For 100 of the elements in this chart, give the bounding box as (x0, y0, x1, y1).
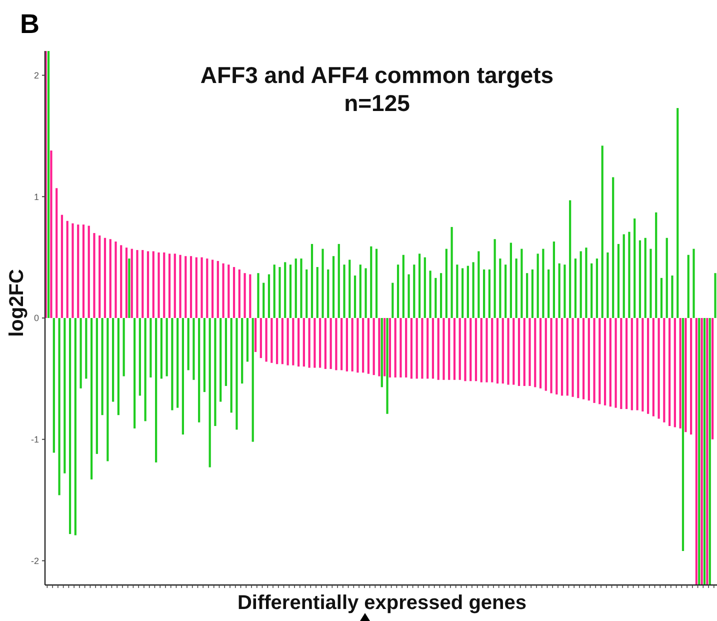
bar (155, 318, 158, 462)
bar (588, 318, 590, 401)
bar (676, 108, 679, 318)
bar (142, 250, 144, 318)
bar (566, 318, 568, 396)
bar (472, 262, 474, 318)
bar (700, 318, 703, 585)
bar (692, 248, 695, 318)
bar (556, 318, 558, 394)
bar (622, 234, 625, 318)
bar (504, 264, 507, 318)
bar (384, 318, 386, 376)
bar (470, 318, 472, 382)
bar (660, 278, 663, 318)
bar (152, 251, 154, 318)
y-tick-label: -1 (30, 434, 39, 445)
bar (109, 239, 112, 318)
bar (536, 254, 539, 318)
bar (550, 318, 552, 394)
bar (190, 256, 192, 318)
bar (437, 318, 440, 380)
bar (480, 318, 482, 382)
bar (310, 244, 314, 318)
bar (646, 318, 650, 414)
text: B (20, 9, 40, 39)
bar (195, 257, 198, 318)
bar (254, 318, 257, 352)
bar (674, 318, 676, 428)
bar (80, 318, 82, 388)
bar (340, 318, 343, 370)
bar (354, 276, 356, 318)
bar (531, 269, 534, 318)
bar (220, 318, 222, 402)
bar (582, 318, 585, 400)
bar (494, 239, 496, 318)
bar (424, 257, 426, 318)
bar (512, 318, 515, 385)
bar (638, 240, 642, 318)
bar (655, 212, 658, 318)
bar (284, 262, 286, 318)
bar (232, 267, 236, 318)
bar (112, 318, 114, 402)
bar (370, 246, 372, 318)
bar (416, 318, 418, 379)
bar (96, 318, 98, 454)
bar (187, 318, 190, 370)
text: AFF3 and AFF4 common targets (200, 62, 554, 88)
bar (106, 318, 109, 462)
bar (542, 248, 544, 318)
bar (335, 318, 338, 370)
bar (456, 264, 458, 318)
bar (356, 318, 359, 373)
bar (238, 269, 240, 318)
bar (144, 318, 146, 422)
bar (292, 318, 294, 366)
bar (228, 264, 230, 318)
y-tick-label: 1 (34, 192, 39, 202)
bar (268, 274, 270, 318)
bar (60, 214, 64, 318)
y-axis-title: log2FC (6, 269, 28, 337)
bar (668, 318, 671, 426)
bar (330, 318, 332, 369)
bar (262, 282, 265, 318)
bar (117, 318, 120, 416)
bar (510, 242, 512, 318)
bar (466, 266, 469, 318)
bar (410, 318, 413, 379)
bar (534, 318, 536, 388)
bar (679, 318, 682, 428)
bar (539, 318, 542, 388)
bar (163, 252, 166, 318)
bar (77, 224, 80, 318)
bar (52, 318, 55, 453)
bar (338, 244, 340, 318)
bar (206, 258, 208, 318)
bar (526, 273, 528, 318)
bar (200, 257, 203, 318)
bar (50, 150, 52, 318)
bar (192, 318, 195, 380)
bar (663, 318, 666, 422)
bar (434, 278, 437, 318)
bar (630, 318, 633, 410)
bar (426, 318, 429, 379)
y-tick-label: 0 (34, 313, 39, 324)
bar (442, 318, 445, 380)
bar (687, 254, 690, 318)
bar (224, 318, 228, 386)
bar (302, 318, 305, 367)
bar (372, 318, 375, 376)
bar (590, 263, 593, 318)
bar (174, 254, 176, 318)
bar (690, 318, 692, 435)
bar (286, 318, 289, 366)
bar (402, 254, 404, 318)
bar (560, 318, 564, 396)
bar (120, 245, 122, 318)
bar (507, 318, 510, 385)
bar (158, 252, 160, 318)
bar (548, 269, 550, 318)
bar (122, 318, 125, 376)
